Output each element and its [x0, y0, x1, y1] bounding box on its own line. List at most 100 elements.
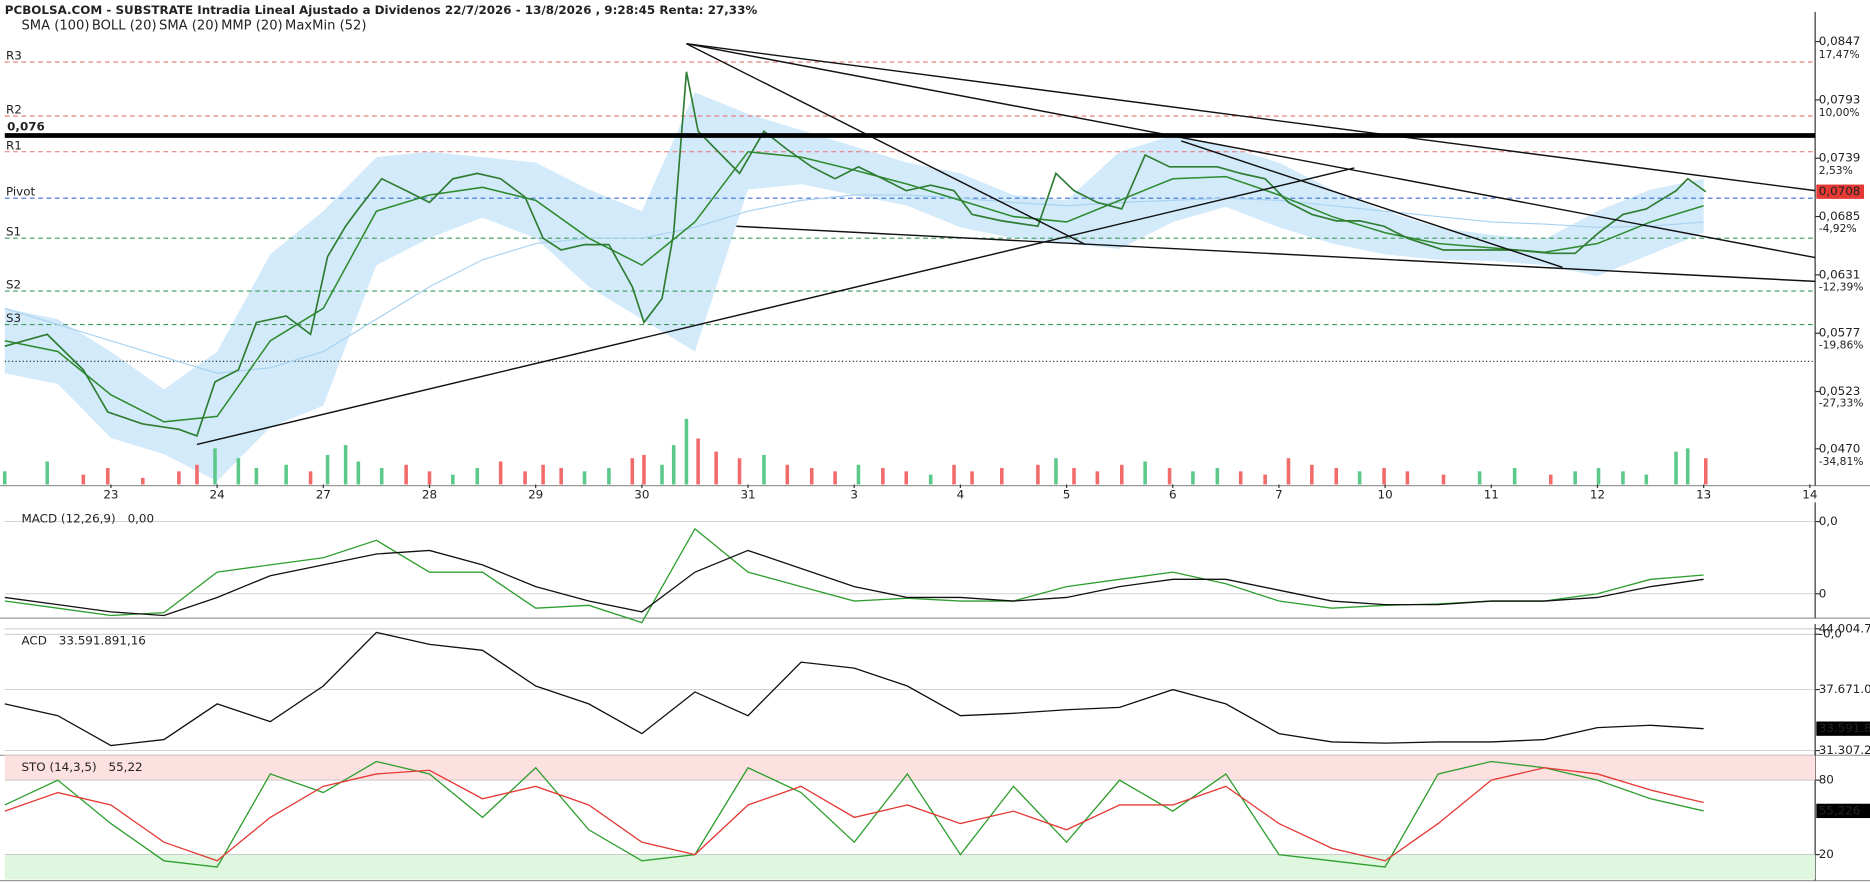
volume-bar: [785, 464, 790, 485]
volume-bar: [1072, 468, 1076, 485]
y2-tick-label: -34,81%: [1819, 455, 1864, 468]
volume-bar: [343, 445, 348, 485]
y-tick-label: -0,0: [1819, 627, 1842, 641]
panel-title: STO (14,3,5): [21, 760, 96, 774]
last-price-box: [1816, 184, 1865, 199]
zone: [4, 854, 1816, 880]
volume-bar: [559, 468, 563, 485]
x-tick-label: 10: [1378, 488, 1393, 502]
volume-bar: [1095, 471, 1100, 485]
y-tick-label: 0,0685: [1819, 209, 1861, 223]
volume-bar: [254, 468, 259, 485]
volume-bar: [1477, 471, 1482, 485]
volume-bar: [1674, 451, 1678, 485]
volume-bar: [809, 468, 814, 485]
x-tick-label: 30: [634, 488, 649, 502]
volume-bar: [195, 464, 199, 485]
volume-bar: [970, 471, 974, 485]
bollinger-band: [4, 92, 1704, 482]
volume-bar: [45, 461, 50, 485]
x-tick-label: 6: [1169, 488, 1177, 502]
indicator-line: [4, 194, 1704, 374]
x-tick-label: 27: [316, 488, 331, 502]
volume-bar: [1143, 461, 1147, 485]
series-line: [4, 767, 1704, 862]
volume-bar: [81, 474, 86, 485]
volume-bar: [2, 471, 7, 485]
volume-bar: [684, 418, 689, 485]
y-tick-label: 80: [1819, 773, 1834, 787]
volume-bar: [325, 454, 330, 485]
x-tick-label: 28: [422, 488, 437, 502]
volume-bar: [1263, 474, 1267, 485]
volume-bar: [475, 468, 480, 485]
trend-line: [686, 43, 1816, 192]
panel-title: MACD (12,26,9): [21, 512, 115, 526]
volume-bar: [541, 464, 545, 485]
indicator-line: [4, 150, 1704, 423]
volume-bar: [1548, 474, 1553, 485]
volume-bar: [141, 477, 145, 485]
trend-line: [1181, 140, 1563, 269]
volume-bar: [1191, 471, 1195, 485]
volume-bar: [1357, 471, 1362, 485]
pivot-level-label: S3: [6, 311, 21, 325]
volume-bar: [1334, 468, 1339, 485]
volume-bar: [582, 471, 587, 485]
series-line: [4, 631, 1704, 747]
x-tick-label: 14: [1802, 488, 1817, 502]
volume-bar: [1441, 474, 1446, 485]
volume-bar: [177, 471, 181, 485]
volume-bar: [630, 458, 635, 485]
legend-entry: BOLL (20): [92, 19, 157, 34]
volume-bar: [928, 474, 933, 485]
legend-entry: MaxMin (52): [285, 19, 366, 34]
volume-bar: [696, 438, 700, 485]
y-tick-label: 37.671.0: [1819, 682, 1870, 696]
volume-bar: [498, 461, 503, 485]
volume-bar: [1573, 471, 1577, 485]
volume-bar: [451, 474, 455, 485]
panel-value: 55,22: [109, 760, 143, 774]
y-tick-label: 0,0739: [1819, 151, 1861, 165]
y2-tick-label: 10,00%: [1819, 106, 1860, 119]
volume-bar: [1644, 474, 1649, 485]
y-tick-label: 0,0: [1819, 514, 1838, 528]
volume-bar: [523, 471, 527, 485]
trend-line: [686, 43, 1087, 246]
panel-value: 0,00: [128, 512, 155, 526]
value-box: [1816, 721, 1870, 736]
x-tick-label: 29: [528, 488, 543, 502]
volume-bar: [1167, 468, 1172, 485]
legend-entry: SMA (20): [159, 19, 219, 34]
panel-title: ACD: [21, 633, 46, 647]
volume-bar: [737, 458, 742, 485]
y2-tick-label: -27,33%: [1819, 397, 1864, 410]
pivot-level-label: S1: [6, 225, 21, 239]
chart-title: PCBOLSA.COM - SUBSTRATE Intradia Lineal …: [5, 3, 758, 17]
y-tick-label: 44.004.7: [1819, 621, 1870, 635]
volume-bar: [284, 464, 288, 485]
x-tick-label: 11: [1484, 488, 1499, 502]
volume-bar: [1036, 464, 1040, 485]
volume-bar: [607, 468, 611, 485]
legend-entry: SMA (100): [21, 19, 89, 34]
y-tick-label: 31.307.2: [1819, 743, 1870, 757]
zone: [4, 755, 1816, 781]
y-tick-label: 0,0523: [1819, 384, 1861, 398]
x-tick-label: 5: [1063, 488, 1071, 502]
last-price-label: 0,0708: [1819, 184, 1861, 198]
y2-tick-label: -19,86%: [1819, 339, 1864, 352]
volume-bar: [308, 471, 313, 485]
volume-bar: [642, 454, 646, 485]
x-tick-label: 24: [210, 488, 225, 502]
volume-bar: [1382, 468, 1386, 485]
volume-bar: [379, 468, 384, 485]
volume-bar: [213, 448, 217, 485]
pivot-level-label: S2: [6, 278, 21, 292]
volume-bar: [1405, 471, 1410, 485]
volume-bar: [856, 464, 861, 485]
volume-bar: [952, 464, 956, 485]
